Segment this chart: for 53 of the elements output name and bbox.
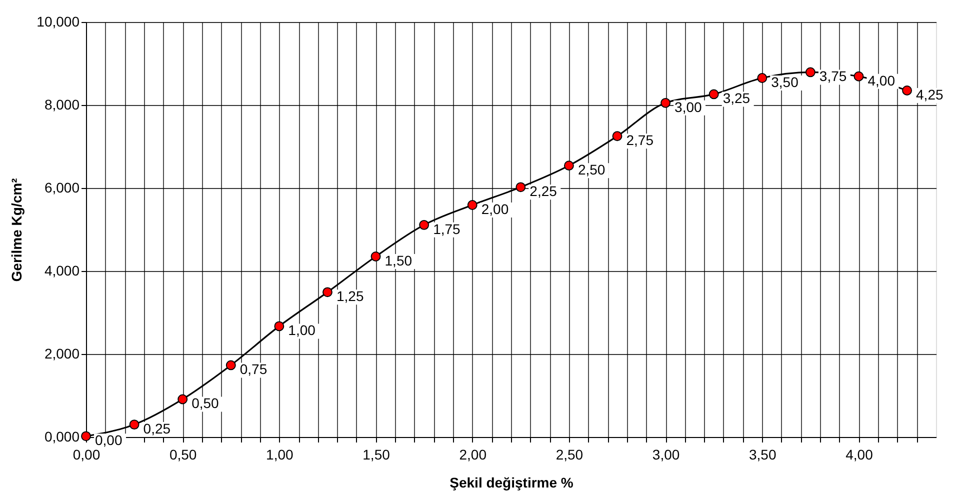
annotation: 3,75: [819, 68, 847, 84]
x-tick-label: 3,50: [749, 446, 776, 462]
x-tick-label: 2,50: [556, 446, 584, 462]
y-tick-label: 0,000: [44, 428, 80, 444]
x-tick-label: 0,50: [169, 446, 197, 462]
annotation: 2,25: [530, 183, 558, 200]
point: [419, 220, 430, 230]
point: [805, 67, 816, 78]
annotation: 1,75: [433, 220, 461, 237]
annotation: 3,25: [722, 90, 750, 106]
annotation: 1,00: [288, 322, 316, 338]
y-tick-label: 4,000: [44, 262, 80, 278]
y-axis-title: Gerilme Kg/cm²: [8, 178, 25, 282]
x-tick-label: 3,00: [652, 446, 680, 462]
annotation: 3,50: [771, 74, 799, 90]
y-tick-label: 6,000: [44, 180, 80, 196]
x-tick-label: 1,00: [266, 446, 294, 462]
annotation: 2,50: [578, 162, 606, 178]
point: [660, 98, 671, 108]
x-tick-label: 2,00: [459, 446, 487, 462]
point: [516, 182, 526, 192]
y-tick-label: 8,000: [44, 96, 80, 112]
point: [129, 420, 140, 430]
point: [322, 287, 332, 298]
annotation: 3,00: [674, 98, 702, 115]
annotation: 1,25: [336, 288, 364, 304]
point: [274, 321, 284, 332]
point: [226, 360, 236, 370]
point: [467, 200, 478, 210]
point: [81, 431, 91, 442]
x-tick-label: 4,00: [846, 446, 874, 462]
annotation: 4,00: [868, 72, 896, 88]
annotation: 2,00: [481, 201, 509, 218]
x-tick-label: 0,00: [72, 446, 100, 462]
point: [902, 86, 912, 96]
point: [708, 89, 719, 100]
y-tick-label: 10,000: [36, 14, 80, 30]
annotation: 2,75: [626, 132, 654, 148]
point: [854, 71, 864, 82]
annotation: 0,50: [192, 395, 220, 412]
point: [757, 73, 768, 83]
annotation: 0,75: [240, 361, 268, 378]
point: [370, 252, 381, 262]
annotation: 4,25: [916, 86, 944, 102]
point: [178, 394, 188, 404]
point: [612, 131, 622, 142]
x-tick-label: 1,50: [362, 446, 390, 462]
annotation: 1,50: [384, 252, 412, 268]
x-axis-title: Şekil değiştirme %: [450, 474, 574, 490]
annotation: 0,00: [95, 432, 122, 448]
annotation: 0,25: [143, 420, 171, 437]
y-tick-label: 2,000: [44, 346, 80, 362]
point: [564, 160, 574, 171]
